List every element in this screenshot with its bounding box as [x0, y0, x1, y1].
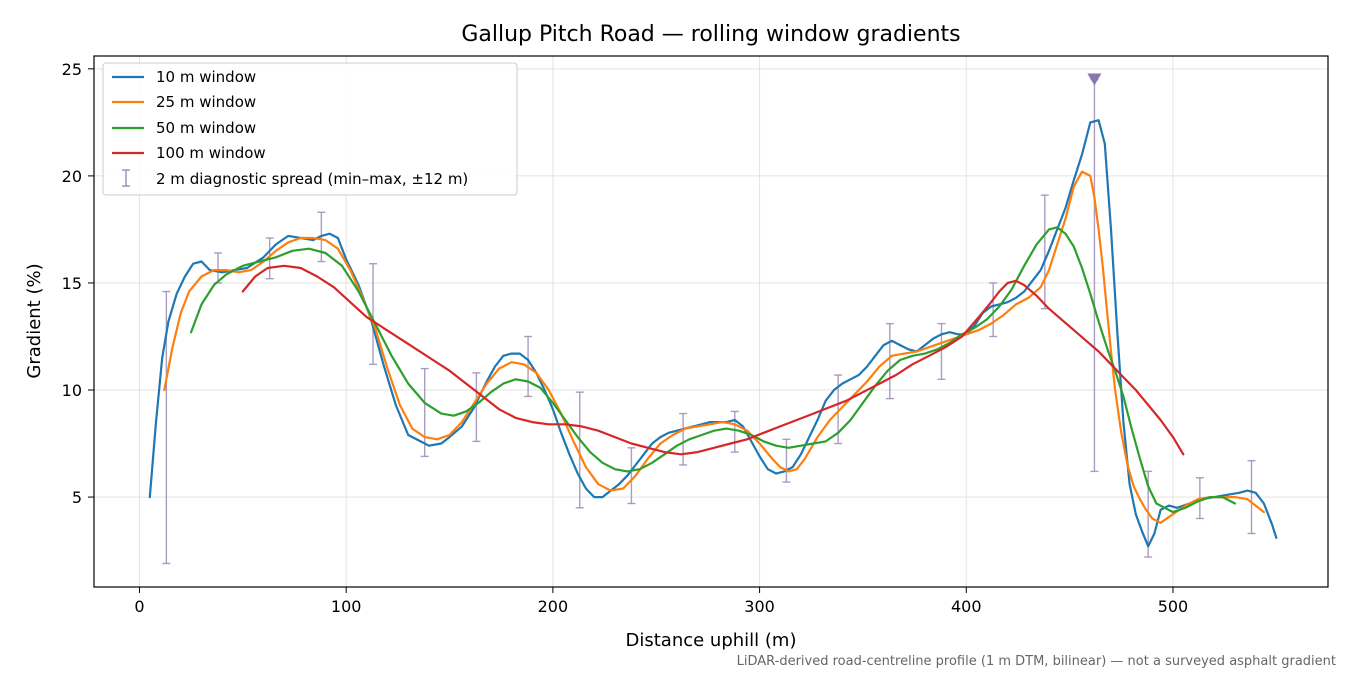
error-bar: [989, 282, 998, 338]
legend-item-25m: 25 m window: [112, 93, 256, 111]
y-tick-label: 25: [62, 60, 82, 79]
legend-label-50m: 50 m window: [156, 119, 256, 137]
y-tick-label: 10: [62, 381, 82, 400]
error-bar: [575, 391, 584, 509]
error-bar: [679, 412, 688, 466]
peak-marker-group: [1087, 73, 1102, 86]
footnote: LiDAR-derived road-centreline profile (1…: [737, 654, 1336, 669]
legend-item-50m: 50 m window: [112, 119, 256, 137]
chart-title: Gallup Pitch Road — rolling window gradi…: [461, 22, 960, 47]
x-axis-label: Distance uphill (m): [626, 630, 797, 651]
error-bar: [730, 410, 739, 453]
x-tick-label: 400: [951, 597, 982, 616]
x-tick-label: 100: [331, 597, 362, 616]
series-line-3: [241, 264, 1185, 456]
legend-swatch-errorbar: [122, 169, 130, 187]
legend-item-10m: 10 m window: [112, 68, 256, 86]
series-lines: [148, 119, 1278, 548]
y-axis-label: Gradient (%): [24, 263, 45, 378]
legend: 10 m window 25 m window 50 m window 100 …: [102, 62, 518, 196]
legend-item-100m: 100 m window: [112, 144, 266, 162]
error-bar: [937, 322, 946, 381]
error-bar: [885, 322, 894, 400]
x-tick-label: 500: [1158, 597, 1189, 616]
x-tick-label: 0: [134, 597, 144, 616]
error-bar: [1247, 459, 1256, 535]
x-tick-label: 200: [538, 597, 569, 616]
legend-label-25m: 25 m window: [156, 93, 256, 111]
error-bar: [369, 262, 378, 366]
y-axis-ticks: 5 10 15 20 25: [62, 60, 94, 507]
y-tick-label: 5: [72, 488, 82, 507]
plot-frame: [93, 55, 1329, 588]
error-bar: [472, 372, 481, 443]
error-bar: [420, 367, 429, 458]
legend-label-100m: 100 m window: [156, 144, 266, 162]
y-tick-label: 20: [62, 167, 82, 186]
legend-label-10m: 10 m window: [156, 68, 256, 86]
series-line-2: [190, 226, 1237, 514]
legend-label-errorbar: 2 m diagnostic spread (min–max, ±12 m): [156, 170, 468, 188]
peak-marker: [1087, 73, 1102, 86]
error-bar: [627, 447, 636, 505]
y-tick-label: 15: [62, 274, 82, 293]
legend-item-errorbar: 2 m diagnostic spread (min–max, ±12 m): [122, 169, 468, 188]
x-tick-label: 300: [744, 597, 775, 616]
x-axis-ticks: 0 100 200 300 400 500: [134, 587, 1188, 616]
legend-box: [102, 62, 518, 196]
